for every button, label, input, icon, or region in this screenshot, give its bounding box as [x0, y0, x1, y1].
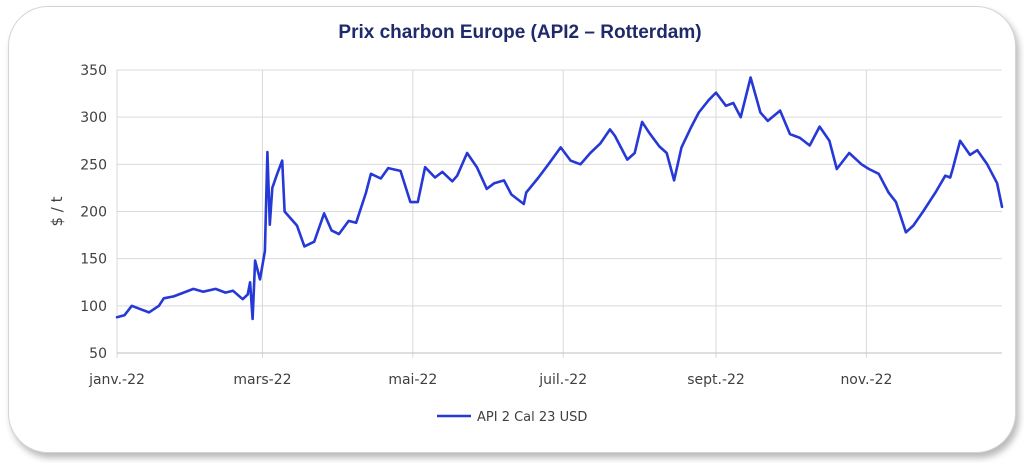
series-group — [115, 76, 1004, 321]
x-axis-ticks: janv.-22 mars-22 mai-22 juil.-22 sept.-22 nov… — [88, 70, 892, 388]
y-tick-label: 350 — [80, 63, 107, 79]
y-tick-label: 150 — [80, 252, 107, 268]
y-tick-label: 250 — [80, 157, 107, 173]
gridlines — [117, 69, 1002, 307]
x-tick-label: juil.-22 — [538, 372, 587, 388]
legend-label: API 2 Cal 23 USD — [477, 410, 587, 425]
y-axis-label: $ / t — [48, 196, 66, 226]
series-line — [115, 76, 1004, 321]
y-tick-label: 200 — [80, 205, 107, 221]
chart-frame — [8, 6, 1016, 453]
x-tick-label: nov.-22 — [840, 372, 892, 388]
y-tick-label: 50 — [89, 346, 107, 362]
chart-title: Prix charbon Europe (API2 – Rotterdam) — [338, 22, 701, 43]
y-tick-label: 300 — [80, 110, 107, 126]
x-tick-label: janv.-22 — [88, 372, 145, 388]
x-tick-label: mai-22 — [388, 372, 437, 388]
x-tick-label: mars-22 — [233, 372, 291, 388]
x-tick-label: sept.-22 — [687, 372, 745, 388]
y-axis-ticks: 50 100 150 200 250 300 350 — [80, 63, 107, 362]
y-tick-label: 100 — [80, 299, 107, 315]
legend: API 2 Cal 23 USD — [437, 410, 587, 425]
